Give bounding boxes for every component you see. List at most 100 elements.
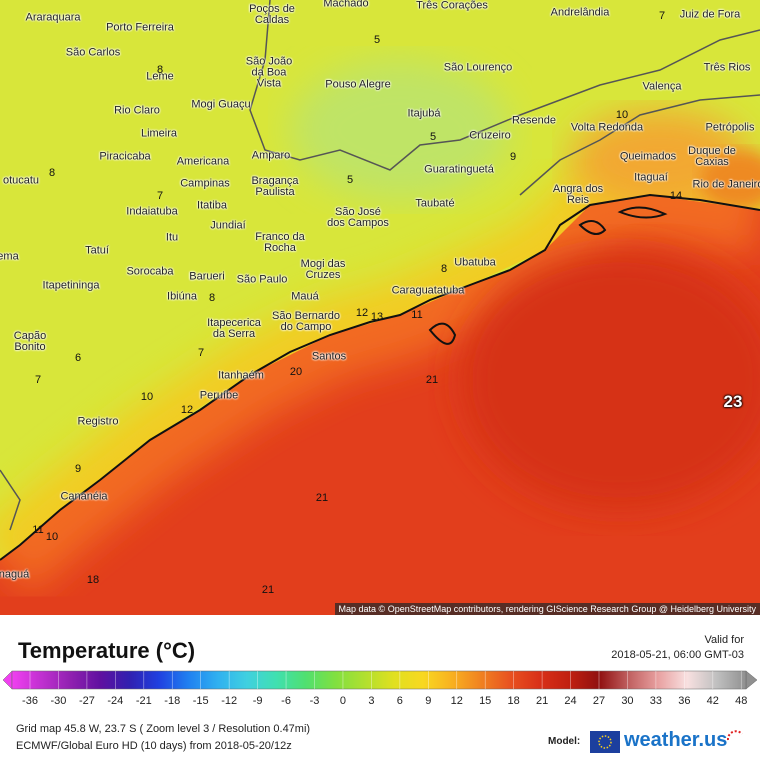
- contour-label: 11: [32, 524, 44, 536]
- city-label: Porto Ferreira: [106, 21, 174, 34]
- legend-title: Temperature (°C): [18, 638, 196, 663]
- city-label: São Paulo: [236, 273, 288, 286]
- valid-time: 2018-05-21, 06:00 GMT-03: [611, 649, 744, 661]
- city-label: Itatiba: [197, 199, 227, 212]
- city-label: São Bernardo do Campo: [272, 310, 340, 333]
- colorbar: -36 -30 -27 -24 -21 -18 -15 -12 -9 -6 -3 0 3 6 9 12 15 18…: [2, 670, 758, 706]
- colorbar-tick-label: -6: [281, 695, 291, 706]
- colorbar-tick-label: -3: [310, 695, 320, 706]
- contour-label: 23: [723, 392, 743, 411]
- colorbar-tick-label: -27: [79, 695, 95, 706]
- contour-label: 18: [86, 574, 100, 586]
- city-label: Pouso Alegre: [325, 78, 391, 91]
- city-label: Sorocaba: [126, 265, 174, 278]
- colorbar-tick-label: 27: [593, 695, 605, 706]
- city-label: Campinas: [180, 177, 230, 190]
- colorbar-tick-label: 0: [340, 695, 346, 706]
- map: Map data © OpenStreetMap contributors, r…: [0, 0, 760, 615]
- city-label: Santos: [311, 350, 347, 363]
- colorbar-tick-label: 42: [707, 695, 719, 706]
- colorbar-tick-label: -15: [193, 695, 209, 706]
- contour-label: 10: [615, 109, 629, 121]
- city-label: Valença: [642, 80, 682, 93]
- city-label: Amparo: [251, 149, 291, 162]
- city-label: Itapecerica da Serra: [207, 317, 261, 340]
- contour-label: 10: [140, 391, 154, 403]
- city-label: ema: [0, 250, 19, 263]
- city-label: Angra dos Reis: [552, 183, 604, 206]
- contour-label: 7: [197, 347, 205, 359]
- city-label: Três Corações: [416, 0, 488, 12]
- city-label: Indaiatuba: [126, 205, 178, 218]
- city-label: Capão Bonito: [13, 330, 47, 353]
- grid-info: Grid map 45.8 W, 23.7 S ( Zoom level 3 /…: [16, 723, 311, 735]
- city-label: Rio de Janeiro: [692, 178, 760, 191]
- city-label: Itajubá: [407, 107, 441, 120]
- city-label: Cananéia: [60, 490, 108, 503]
- contour-label: 12: [180, 404, 194, 416]
- city-label: Resende: [511, 114, 557, 127]
- contour-label: 8: [208, 292, 216, 304]
- colorbar-tick-label: -21: [136, 695, 152, 706]
- eu-flag: [590, 731, 620, 753]
- colorbar-tick-label: -18: [164, 695, 180, 706]
- city-label: Araraquara: [25, 11, 81, 24]
- contour-label: 5: [429, 131, 437, 143]
- colorbar-tick-label: 15: [479, 695, 491, 706]
- city-label: Piracicaba: [99, 150, 151, 163]
- contour-label: 21: [425, 374, 439, 386]
- city-label: Ubatuba: [454, 256, 496, 269]
- brand-sun: [726, 730, 743, 741]
- city-label: Limeira: [140, 127, 178, 140]
- map-canvas: [0, 0, 760, 615]
- contour-label: 8: [48, 167, 56, 179]
- contour-label: 9: [509, 151, 517, 163]
- city-label: Caraguatatuba: [391, 284, 465, 297]
- city-label: Duque de Caxias: [688, 145, 736, 168]
- model-label: Model:: [548, 736, 581, 747]
- colorbar-right-arrow: [745, 670, 758, 690]
- city-label: Juiz de Fora: [679, 8, 741, 21]
- city-label: São José dos Campos: [327, 206, 389, 229]
- city-label: Bragança Paulista: [251, 175, 299, 198]
- colorbar-tick-label: -30: [50, 695, 66, 706]
- city-label: otucatu: [2, 174, 40, 187]
- colorbar-tick-label: 12: [451, 695, 463, 706]
- contour-label: 11: [411, 309, 423, 321]
- city-label: Ibiúna: [167, 290, 197, 303]
- contour-label: 13: [370, 311, 384, 323]
- city-label: Andrelândia: [550, 6, 610, 19]
- city-label: Registro: [77, 415, 119, 428]
- city-label: Americana: [176, 155, 230, 168]
- contour-label: 21: [261, 584, 275, 596]
- colorbar-tick-label: 18: [508, 695, 520, 706]
- colorbar-left-arrow: [2, 670, 13, 690]
- contour-label: 5: [346, 174, 354, 186]
- city-label: Três Rios: [703, 61, 751, 74]
- contour-label: 7: [34, 374, 42, 386]
- city-label: Jundiaí: [210, 219, 246, 232]
- contour-label: 8: [156, 64, 164, 76]
- colorbar-tick-label: 33: [650, 695, 662, 706]
- city-label: São João da Boa Vista: [245, 55, 293, 90]
- colorbar-tick-label: 24: [564, 695, 576, 706]
- colorbar-tick-label: 9: [425, 695, 431, 706]
- city-label: Itapetininga: [42, 279, 100, 292]
- city-label: Petrópolis: [705, 121, 755, 134]
- colorbar-tick-label: 30: [621, 695, 633, 706]
- valid-label: Valid for: [704, 634, 744, 646]
- city-label: Queimados: [619, 150, 677, 163]
- city-label: Mogi das Cruzes: [300, 258, 346, 281]
- city-label: Mauá: [291, 290, 319, 303]
- city-label: Barueri: [189, 270, 225, 283]
- contour-label: 5: [373, 34, 381, 46]
- brand: weather.us: [624, 729, 728, 751]
- city-label: Itaguaí: [634, 171, 668, 184]
- contour-label: 20: [289, 366, 303, 378]
- colorbar-tick-label: 3: [368, 695, 374, 706]
- colorbar-tick-label: -24: [107, 695, 123, 706]
- city-label: Tatuí: [85, 244, 109, 257]
- colorbar-tick-label: -9: [253, 695, 263, 706]
- contour-label: 6: [74, 352, 82, 364]
- city-label: Machado: [323, 0, 369, 10]
